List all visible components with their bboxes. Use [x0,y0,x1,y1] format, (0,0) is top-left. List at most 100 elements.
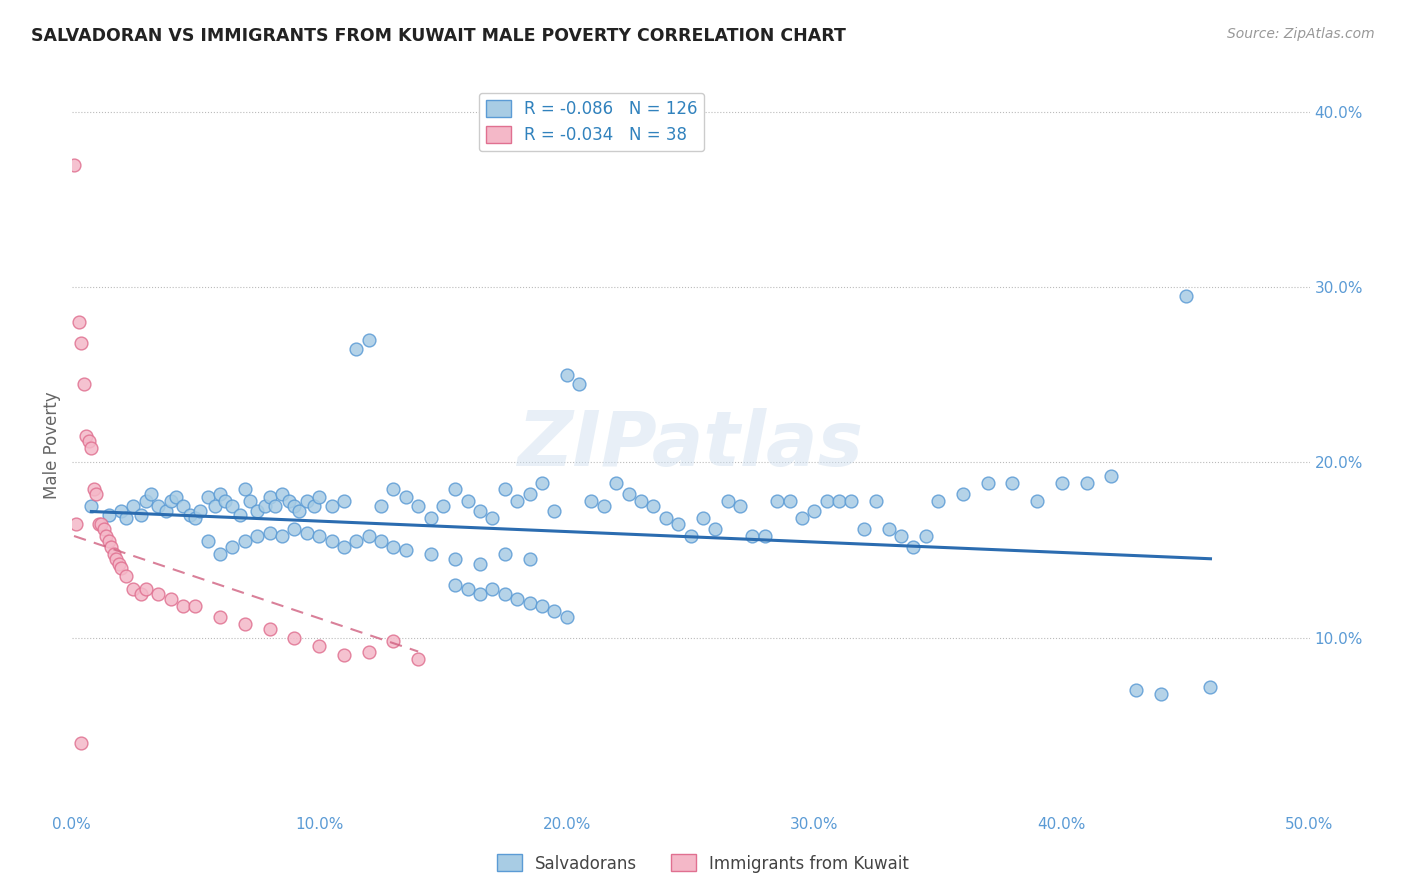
Point [283,500,305,514]
Point [815,494,838,508]
Point [666,516,689,531]
Point [233,534,256,549]
Point [302,500,325,514]
Point [271,529,294,543]
Point [914,529,936,543]
Point [165,491,187,505]
Point [655,511,678,525]
Point [1099,469,1122,483]
Point [494,482,516,496]
Point [370,500,392,514]
Point [84,487,107,501]
Point [188,504,211,518]
Point [903,540,925,554]
Text: SALVADORAN VS IMMIGRANTS FROM KUWAIT MALE POVERTY CORRELATION CHART: SALVADORAN VS IMMIGRANTS FROM KUWAIT MAL… [31,27,846,45]
Point [80,442,103,456]
Point [395,491,418,505]
Point [65,516,87,531]
Point [1001,476,1024,491]
Point [841,494,863,508]
Point [630,494,652,508]
Point [519,595,541,609]
Point [221,540,243,554]
Point [779,494,801,508]
Point [952,487,974,501]
Point [135,494,157,508]
Point [927,494,949,508]
Legend: Salvadorans, Immigrants from Kuwait: Salvadorans, Immigrants from Kuwait [491,847,915,880]
Point [122,500,145,514]
Point [1125,683,1147,698]
Point [357,529,380,543]
Point [1199,680,1222,694]
Point [115,569,138,583]
Point [263,500,285,514]
Point [519,487,541,501]
Point [468,504,491,518]
Point [766,494,789,508]
Point [172,500,194,514]
Point [419,547,441,561]
Point [543,504,565,518]
Legend: R = -0.086   N = 126, R = -0.034   N = 38: R = -0.086 N = 126, R = -0.034 N = 38 [479,93,704,151]
Point [406,500,429,514]
Point [321,500,343,514]
Point [1174,289,1197,303]
Point [1076,476,1098,491]
Point [259,622,281,636]
Point [204,500,226,514]
Point [976,476,998,491]
Point [100,540,122,554]
Point [344,342,367,356]
Point [344,534,367,549]
Point [278,494,301,508]
Point [148,587,170,601]
Point [865,494,887,508]
Point [333,648,356,662]
Point [246,529,269,543]
Point [246,504,269,518]
Point [704,522,727,536]
Point [77,434,100,449]
Point [97,508,120,522]
Point [890,529,912,543]
Point [288,504,311,518]
Point [1050,476,1073,491]
Point [115,511,138,525]
Point [357,644,380,658]
Point [643,500,665,514]
Point [308,529,330,543]
Point [555,609,578,624]
Point [555,368,578,382]
Point [457,494,479,508]
Point [728,500,751,514]
Point [96,529,118,543]
Point [135,582,157,596]
Point [93,522,115,536]
Point [828,494,851,508]
Point [852,522,875,536]
Point [382,634,405,648]
Point [444,551,467,566]
Point [741,529,763,543]
Point [97,534,120,549]
Point [617,487,640,501]
Point [419,511,441,525]
Point [209,609,232,624]
Point [1026,494,1049,508]
Text: Source: ZipAtlas.com: Source: ZipAtlas.com [1227,27,1375,41]
Point [717,494,740,508]
Point [80,500,103,514]
Point [259,525,281,540]
Point [110,560,132,574]
Point [70,336,93,351]
Point [581,494,603,508]
Point [239,494,262,508]
Point [179,508,201,522]
Point [432,500,454,514]
Point [395,543,418,558]
Point [105,551,128,566]
Point [543,604,565,618]
Point [295,525,318,540]
Point [357,333,380,347]
